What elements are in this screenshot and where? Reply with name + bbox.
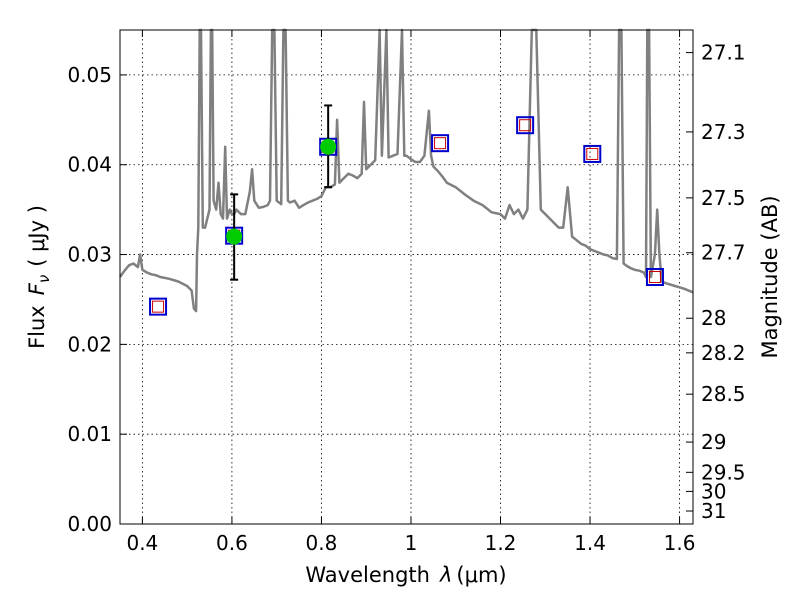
x-tick-label: 0.4 xyxy=(126,531,158,555)
magnitude-axis-title: Magnitude (AB) xyxy=(758,195,782,358)
x-tick-label: 1.6 xyxy=(664,531,696,555)
model-flux-square xyxy=(431,134,450,153)
y-tick-label: 0.02 xyxy=(67,332,112,356)
magnitude-tick-label: 27.5 xyxy=(701,186,746,210)
magnitude-tick-label: 29 xyxy=(701,430,726,454)
x-tick-label: 0.8 xyxy=(306,531,338,555)
magnitude-tick-label: 28.5 xyxy=(701,382,746,406)
y-axis-symbol: F xyxy=(25,282,49,295)
model-flux-square-inner xyxy=(519,119,532,132)
x-tick-label: 1 xyxy=(405,531,418,555)
model-flux-square xyxy=(516,116,535,135)
y-axis-title: Flux Fν ( μJy ) xyxy=(25,205,53,349)
model-flux-square-inner xyxy=(434,137,447,150)
model-flux-square xyxy=(645,268,664,286)
x-axis-label: Wavelength xyxy=(305,563,430,587)
model-flux-square-inner xyxy=(648,271,661,283)
y-axis-subscript: ν xyxy=(35,275,53,283)
model-flux-square-inner xyxy=(152,300,165,313)
model-flux-square-outer xyxy=(431,134,450,153)
magnitude-tick-label: 28 xyxy=(701,306,726,330)
observed-flux-point xyxy=(320,104,337,189)
x-axis-ticks: 0.4 0.6 0.8 1 1.2 1.4 1.6 xyxy=(126,30,695,555)
y-axis-unit: ( μJy ) xyxy=(25,205,49,267)
model-flux-square xyxy=(583,144,602,163)
observed-flux-point xyxy=(226,193,243,281)
y-axis-label: Flux xyxy=(25,305,49,349)
magnitude-tick-label: 28.2 xyxy=(701,341,746,365)
model-flux-square xyxy=(149,297,168,316)
model-flux-square-outer xyxy=(583,144,602,163)
magnitude-tick-label: 31 xyxy=(701,499,726,523)
model-flux-square-outer xyxy=(516,116,535,135)
sed-model-line xyxy=(118,28,694,313)
model-flux-square-inner xyxy=(586,147,599,160)
observed-flux-points xyxy=(226,104,337,281)
observed-flux-marker xyxy=(320,138,337,155)
magnitude-tick-label: 27.3 xyxy=(701,120,746,144)
x-axis-title: Wavelength λ (μm) xyxy=(305,563,506,587)
x-axis-symbol: λ xyxy=(439,563,452,587)
x-tick-label: 0.6 xyxy=(216,531,248,555)
model-flux-square-outer xyxy=(645,268,664,286)
magnitude-tick-label: 27.1 xyxy=(701,41,746,65)
x-tick-label: 1.4 xyxy=(574,531,606,555)
magnitude-tick-label: 27.7 xyxy=(701,241,746,265)
magnitude-tick-label: 30 xyxy=(701,479,726,503)
grid-lines xyxy=(120,30,693,525)
y-axis-ticks: 0.00 0.01 0.02 0.03 0.04 0.05 xyxy=(67,63,127,536)
sed-model-curve xyxy=(118,28,694,313)
magnitude-tick-label: 29.5 xyxy=(701,460,746,484)
x-axis-unit: (μm) xyxy=(456,563,506,587)
y-tick-label: 0.00 xyxy=(67,512,112,536)
y-tick-label: 0.01 xyxy=(67,422,112,446)
y-tick-label: 0.04 xyxy=(67,153,112,177)
observed-flux-marker xyxy=(226,228,243,245)
plot-frame xyxy=(119,29,694,525)
y-tick-label: 0.05 xyxy=(67,63,112,87)
y-tick-label: 0.03 xyxy=(67,243,112,267)
x-tick-label: 1.2 xyxy=(485,531,517,555)
model-flux-square-outer xyxy=(149,297,168,316)
